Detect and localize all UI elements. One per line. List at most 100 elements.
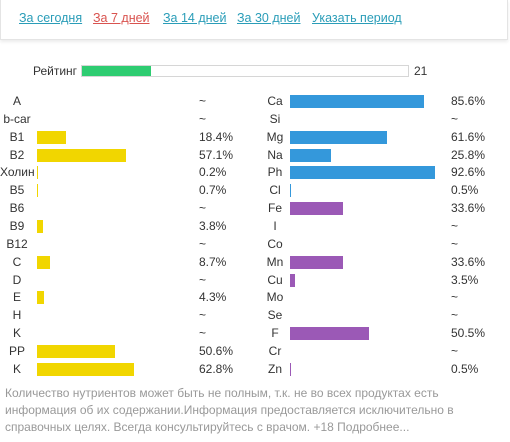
nutrient-name: PP [8, 343, 25, 358]
vitamin-row-b5-5: B5 0.7% [0, 182, 510, 199]
nutrient-name: Si [269, 111, 281, 126]
nutrient-name: B9 [9, 218, 25, 233]
period-custom-link[interactable]: Указать период [312, 11, 402, 25]
period-14-days-link[interactable]: За 14 дней [163, 11, 227, 25]
mineral-row-ca-0: Ca 85.6% [0, 93, 510, 110]
nutrient-value: 25.8% [451, 147, 486, 162]
nutrient-value: 3.5% [451, 272, 479, 287]
nutrient-name: Na [267, 147, 283, 162]
nutrient-name: E [12, 290, 21, 305]
nutrient-name: A [12, 94, 21, 108]
nutrient-name: Co [267, 236, 283, 251]
disclaimer-note: Количество нутриентов может быть не полн… [5, 386, 454, 434]
nutrient-name: Ca [267, 94, 283, 108]
nutrient-name: K [12, 361, 21, 376]
nutrient-value: 0.7% [199, 183, 227, 198]
nutrient-value: ~ [451, 111, 459, 126]
nutrient-bar [290, 130, 387, 144]
nutrient-name: Mg [266, 129, 284, 144]
nutrient-value: 92.6% [451, 165, 486, 180]
vitamin-row-e-11: E 4.3% [0, 289, 510, 306]
nutrient-bar [37, 184, 39, 198]
nutrient-value: ~ [451, 218, 459, 233]
nutrient-value: ~ [451, 290, 459, 305]
vitamin-row-h-12: H ~ [0, 307, 510, 324]
vitamin-row-b6-6: B6 ~ [0, 200, 510, 217]
nutrient-name: Cr [268, 343, 282, 358]
period-today-link[interactable]: За сегодня [19, 11, 83, 25]
nutrient-value: 33.6% [451, 254, 486, 269]
nutrient-bar [37, 219, 43, 233]
period-selector: За сегодня За 7 дней За 14 дней За 30 дн… [0, 0, 508, 40]
nutrient-bar [37, 166, 38, 180]
nutrient-bar [290, 148, 331, 162]
mineral-row-se-12: Se ~ [0, 307, 510, 324]
period-7-days-link[interactable]: За 7 дней [93, 11, 150, 25]
nutrient-value: ~ [451, 343, 459, 358]
nutrient-value: 62.8% [199, 361, 234, 376]
vitamin-row-b-car-1: b-car ~ [0, 111, 510, 128]
nutrient-value: 0.5% [451, 361, 479, 376]
nutrient-name: Ph [267, 165, 283, 180]
nutrient-bar [37, 148, 126, 162]
nutrient-value: 50.6% [199, 343, 234, 358]
nutrient-name: b-car [3, 111, 31, 126]
nutrient-value: 57.1% [199, 147, 234, 162]
nutrient-value: ~ [199, 94, 207, 108]
rating-bar-fill [82, 66, 151, 76]
mineral-row-f-13: F 50.5% [0, 325, 510, 342]
nutrient-name: Se [267, 308, 283, 323]
nutrient-value: ~ [199, 308, 207, 323]
nutrient-value: ~ [199, 326, 207, 341]
vitamin-row-b9-7: B9 3.8% [0, 218, 510, 235]
nutrient-value: ~ [451, 236, 459, 251]
mineral-row-i-7: I ~ [0, 218, 510, 235]
nutrient-name: Mo [266, 290, 284, 305]
nutrient-bar [290, 166, 436, 180]
nutrient-value: ~ [199, 201, 207, 216]
mineral-row-cr-14: Cr ~ [0, 343, 510, 360]
nutrient-value: 18.4% [199, 129, 234, 144]
nutrient-name: B2 [9, 147, 25, 162]
nutrient-value: 50.5% [451, 326, 486, 341]
mineral-row-zn-15: Zn 0.5% [0, 361, 510, 378]
nutrient-bar [37, 291, 44, 305]
nutrient-name: Fe [267, 201, 282, 216]
nutrient-value: 0.2% [199, 165, 227, 180]
nutrient-name: H [12, 308, 22, 323]
nutrient-bar [290, 327, 370, 341]
nutrient-value: 0.5% [451, 183, 479, 198]
vitamin-row-d-10: D ~ [0, 272, 510, 289]
vitamin-row-k-15: K 62.8% [0, 361, 510, 378]
nutrient-name: K [12, 326, 21, 341]
vitamin-row-b12-8: B12 ~ [0, 236, 510, 253]
nutrient-bar [290, 255, 343, 269]
nutrient-value: ~ [199, 272, 207, 287]
nutrient-name: B12 [6, 236, 28, 251]
nutrient-name: I [273, 218, 277, 233]
mineral-row-mg-2: Mg 61.6% [0, 129, 510, 146]
vitamin-row-pp-14: PP 50.6% [0, 343, 510, 360]
nutrient-name: Mn [266, 254, 284, 269]
nutrient-name: D [12, 272, 22, 287]
nutrient-bar [290, 184, 291, 198]
nutrient-bar [290, 95, 425, 108]
nutrient-bar [37, 362, 135, 376]
rating-value: 21 [414, 64, 428, 78]
vitamin-row-a-0: A ~ [0, 93, 510, 110]
nutrient-name: C [12, 254, 22, 269]
mineral-row-cu-10: Cu 3.5% [0, 272, 510, 289]
nutrient-bar [290, 273, 296, 287]
nutrient-value: ~ [199, 236, 207, 251]
mineral-row-co-8: Co ~ [0, 236, 510, 253]
mineral-row-ph-4: Ph 92.6% [0, 164, 510, 181]
nutrient-value: 4.3% [199, 290, 227, 305]
mineral-row-mo-11: Mo ~ [0, 289, 510, 306]
nutrient-name: Cl [269, 183, 281, 198]
period-30-days-link[interactable]: За 30 дней [237, 11, 301, 25]
nutrient-value: ~ [451, 308, 459, 323]
vitamin-row-k-13: K ~ [0, 325, 510, 342]
nutrient-bar [290, 362, 291, 376]
mineral-row-na-3: Na 25.8% [0, 147, 510, 164]
vitamin-row-холин-4: Холин 0.2% [0, 164, 510, 181]
